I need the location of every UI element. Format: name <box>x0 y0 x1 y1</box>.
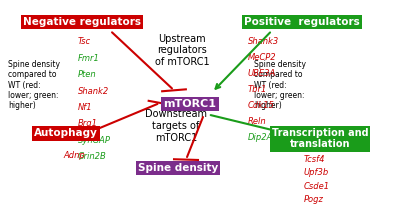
Text: Transcription and
translation: Transcription and translation <box>272 128 368 149</box>
Text: Spine density: Spine density <box>138 163 218 173</box>
Text: Shank3: Shank3 <box>248 38 279 46</box>
Text: Shank2: Shank2 <box>78 87 109 96</box>
Text: MeCP2: MeCP2 <box>248 54 277 62</box>
Text: Negative regulators: Negative regulators <box>23 17 141 27</box>
Text: SynGAP: SynGAP <box>78 136 111 145</box>
Text: Positive  regulators: Positive regulators <box>244 17 360 27</box>
Text: Upstream
regulators
of mTORC1: Upstream regulators of mTORC1 <box>155 34 209 67</box>
Text: Pten: Pten <box>78 70 97 79</box>
Text: Fmr1: Fmr1 <box>78 54 100 63</box>
Text: Spine density
compared to
WT (red:
lower; green:
higher): Spine density compared to WT (red: lower… <box>8 60 60 110</box>
Text: Upf3b: Upf3b <box>304 168 329 177</box>
Text: Spine density
compared to
WT (red:
lower; green:
higher): Spine density compared to WT (red: lower… <box>254 60 306 110</box>
Text: Csde1: Csde1 <box>304 182 330 190</box>
Text: Brg1: Brg1 <box>78 119 98 128</box>
Text: Tsc: Tsc <box>78 38 91 46</box>
Text: Downstream
targets of
mTORC1: Downstream targets of mTORC1 <box>145 109 207 143</box>
Text: Pogz: Pogz <box>304 195 324 204</box>
Text: mTORC1: mTORC1 <box>164 99 216 109</box>
Text: Tbr1: Tbr1 <box>248 85 267 94</box>
Text: Grin2B: Grin2B <box>78 152 107 161</box>
Text: Reln: Reln <box>248 117 267 126</box>
Text: Nf1: Nf1 <box>78 103 93 112</box>
Text: Adnp: Adnp <box>63 151 85 160</box>
Text: Cdk15: Cdk15 <box>248 101 275 110</box>
Text: Dip2A: Dip2A <box>248 133 273 142</box>
Text: Autophagy: Autophagy <box>34 128 98 138</box>
Text: UBE3A: UBE3A <box>248 70 276 78</box>
Text: Tcsf4: Tcsf4 <box>304 155 326 164</box>
